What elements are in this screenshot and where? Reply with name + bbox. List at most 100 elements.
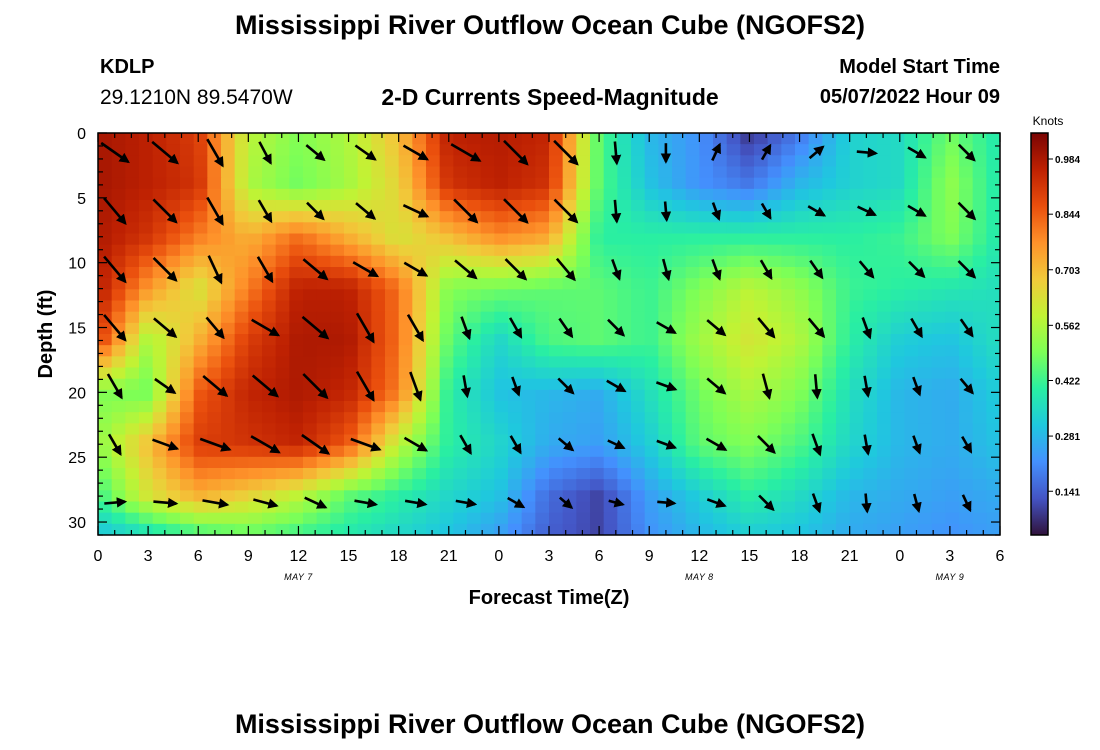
heatmap-cell (904, 334, 919, 346)
heatmap-cell (986, 300, 1000, 313)
heatmap-cell (125, 300, 140, 313)
heatmap-cell (508, 345, 523, 357)
heatmap-cell (945, 389, 960, 402)
heatmap-cell (959, 479, 974, 491)
current-vector-arrow (661, 258, 672, 282)
heatmap-cell (221, 211, 236, 223)
heatmap-cell (521, 445, 536, 458)
heatmap-cell (426, 412, 441, 424)
heatmap-cell (234, 479, 249, 491)
heatmap-cell (371, 401, 386, 413)
heatmap-cell (549, 412, 564, 424)
heatmap-cell (303, 523, 318, 535)
heatmap-cell (480, 233, 495, 246)
heatmap-cell (740, 155, 755, 168)
heatmap-cell (303, 155, 318, 168)
heatmap-cell (576, 356, 591, 369)
heatmap-cell (508, 155, 523, 168)
heatmap-cell (152, 423, 167, 436)
heatmap-cell (412, 401, 427, 413)
heatmap-cell (781, 445, 796, 458)
heatmap-cell (439, 356, 454, 369)
heatmap-cell (152, 289, 167, 302)
heatmap-cell (726, 133, 741, 145)
heatmap-cell (439, 468, 454, 480)
heatmap-cell (166, 322, 181, 335)
current-vector-arrow (811, 433, 823, 457)
heatmap-cell (426, 255, 441, 268)
heatmap-cell (494, 490, 509, 503)
heatmap-cell (631, 501, 646, 514)
heatmap-cell (740, 188, 755, 201)
heatmap-cell (972, 501, 987, 514)
heatmap-cell (439, 401, 454, 413)
heatmap-cell (836, 356, 851, 369)
heatmap-cell (603, 468, 618, 480)
heatmap-cell (180, 300, 195, 313)
heatmap-cell (631, 188, 646, 201)
heatmap-cell (549, 501, 564, 514)
heatmap-cell (494, 434, 509, 447)
heatmap-cell (398, 211, 413, 223)
heatmap-cell (152, 389, 167, 402)
heatmap-cell (808, 423, 823, 436)
heatmap-cell (863, 389, 878, 402)
heatmap-cell (658, 222, 673, 235)
heatmap-cell (166, 434, 181, 447)
heatmap-cell (685, 401, 700, 413)
y-tick-label: 10 (68, 256, 86, 273)
heatmap-cell (672, 367, 687, 380)
heatmap-cell (180, 445, 195, 458)
heatmap-cell (316, 255, 331, 268)
heatmap-cell (262, 445, 277, 458)
heatmap-cell (699, 445, 714, 458)
current-vector-arrow (460, 375, 471, 399)
heatmap-cell (904, 490, 919, 503)
heatmap-cell (549, 188, 564, 201)
heatmap-cell (726, 267, 741, 279)
heatmap-cell (330, 177, 345, 190)
heatmap-cell (945, 490, 960, 503)
heatmap-cell (535, 177, 550, 190)
heatmap-cell (631, 356, 646, 369)
heatmap-cell (849, 468, 864, 480)
heatmap-cell (166, 490, 181, 503)
heatmap-cell (726, 401, 741, 413)
current-vector-arrow (350, 437, 382, 452)
heatmap-cell (234, 166, 249, 179)
heatmap-cell (289, 490, 304, 503)
heatmap-cell (726, 523, 741, 535)
heatmap-cell (193, 278, 208, 290)
heatmap-cell (221, 255, 236, 268)
heatmap-cell (808, 177, 823, 190)
heatmap-cell (767, 255, 782, 268)
heatmap-cell (740, 389, 755, 402)
heatmap-cell (303, 255, 318, 268)
heatmap-cell (836, 255, 851, 268)
heatmap-cell (713, 322, 728, 335)
heatmap-cell (234, 233, 249, 246)
heatmap-cell (617, 445, 632, 458)
heatmap-cell (672, 177, 687, 190)
heatmap-cell (795, 412, 810, 424)
heatmap-cell (248, 512, 263, 525)
heatmap-cell (945, 222, 960, 235)
heatmap-cell (494, 468, 509, 480)
heatmap-cell (754, 289, 769, 302)
speed-heatmap (98, 133, 1000, 535)
heatmap-cell (795, 479, 810, 491)
heatmap-cell (576, 479, 591, 491)
heatmap-cell (740, 378, 755, 391)
heatmap-cell (972, 133, 987, 145)
heatmap-cell (344, 244, 359, 257)
heatmap-cell (904, 322, 919, 335)
heatmap-cell (426, 334, 441, 346)
heatmap-cell (152, 434, 167, 447)
heatmap-cell (125, 423, 140, 436)
heatmap-cell (603, 512, 618, 525)
heatmap-cell (617, 423, 632, 436)
heatmap-cell (904, 356, 919, 369)
heatmap-cell (931, 188, 946, 201)
heatmap-cell (562, 177, 577, 190)
heatmap-cell (644, 456, 659, 469)
